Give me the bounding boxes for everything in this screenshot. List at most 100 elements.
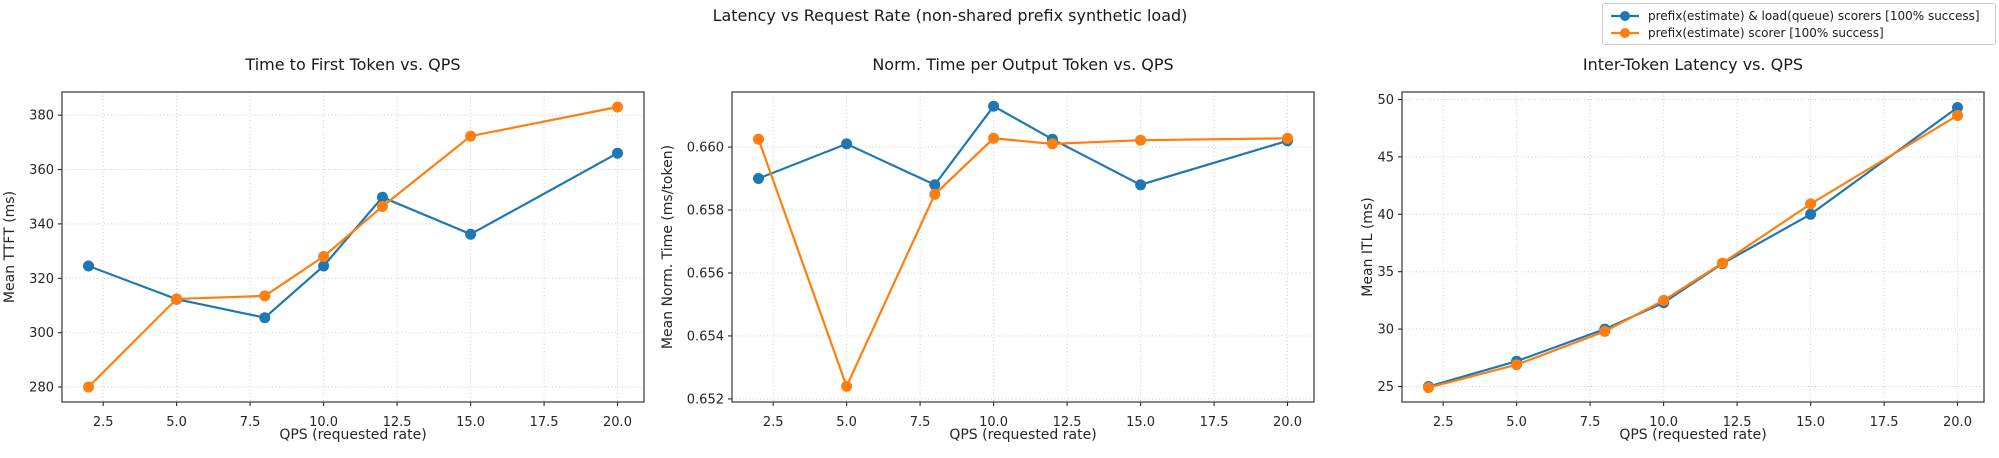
svg-text:15.0: 15.0 — [456, 415, 485, 430]
svg-text:0.654: 0.654 — [687, 329, 724, 344]
data-point — [83, 260, 94, 272]
svg-text:15.0: 15.0 — [1126, 415, 1155, 430]
svg-text:0.660: 0.660 — [687, 141, 724, 156]
data-point — [171, 293, 183, 305]
y-axis-label-ttft: Mean TTFT (ms) — [2, 190, 18, 304]
data-point — [988, 100, 1000, 112]
data-point — [318, 260, 330, 272]
svg-text:20.0: 20.0 — [1273, 415, 1302, 430]
svg-text:5.0: 5.0 — [1506, 415, 1527, 430]
chart-panel-norm-time: 2.5 5.0 7.5 10.0 12.5 15.0 17.5 20.0 0.652 0.654 0… — [662, 82, 1324, 448]
data-point — [1952, 110, 1963, 121]
chart-svg: 2.5 5.0 7.5 10.0 12.5 15.0 17.5 20.0 280 300 320 34… — [29, 91, 645, 430]
data-point — [1135, 179, 1147, 191]
y-axis-label-itl: Mean ITL (ms) — [1360, 197, 1376, 297]
svg-text:17.5: 17.5 — [1870, 415, 1899, 430]
legend-line-marker-icon — [1611, 27, 1639, 38]
svg-text:2.5: 2.5 — [1433, 415, 1454, 430]
data-point — [841, 380, 853, 392]
data-point — [612, 101, 623, 113]
legend-item: prefix(estimate) scorer [100% success] — [1610, 25, 1988, 40]
svg-text:360: 360 — [29, 163, 54, 178]
legend-label: prefix(estimate) & load(queue) scorers [… — [1648, 8, 1980, 23]
svg-text:320: 320 — [29, 272, 54, 287]
svg-text:10.0: 10.0 — [309, 415, 338, 430]
legend-line-marker-icon — [1611, 10, 1639, 21]
legend-label: prefix(estimate) scorer [100% success] — [1648, 25, 1884, 40]
svg-text:0.652: 0.652 — [687, 392, 724, 407]
data-point — [1658, 294, 1670, 306]
svg-text:12.5: 12.5 — [1723, 415, 1752, 430]
data-point — [841, 138, 853, 150]
data-point — [929, 188, 941, 200]
svg-text:50: 50 — [1377, 93, 1394, 108]
data-point — [465, 228, 477, 240]
data-point — [376, 201, 388, 212]
svg-text:35: 35 — [1377, 265, 1394, 280]
y-axis-label-norm-time: Mean Norm. Time (ms/token) — [660, 144, 676, 350]
data-point — [1046, 138, 1058, 150]
chart-title-ttft: Time to First Token vs. QPS — [245, 55, 461, 74]
svg-text:2.5: 2.5 — [93, 415, 114, 430]
svg-text:30: 30 — [1377, 323, 1394, 338]
data-point — [753, 173, 764, 184]
x-axis-label-itl: QPS (requested rate) — [1619, 427, 1767, 443]
svg-text:5.0: 5.0 — [836, 415, 857, 430]
chart-svg: 2.5 5.0 7.5 10.0 12.5 15.0 17.5 20.0 0.652 0.654 0… — [687, 91, 1315, 430]
svg-text:380: 380 — [29, 109, 54, 124]
svg-text:7.5: 7.5 — [1580, 415, 1601, 430]
svg-text:300: 300 — [29, 326, 54, 341]
data-point — [1952, 102, 1963, 113]
svg-text:5.0: 5.0 — [166, 415, 187, 430]
svg-text:25: 25 — [1377, 380, 1394, 395]
data-point — [259, 312, 271, 324]
chart-panel-itl: 2.5 5.0 7.5 10.0 12.5 15.0 17.5 20.0 25 30 35 40 45 5… — [1332, 82, 1994, 448]
chart-panel-ttft: 2.5 5.0 7.5 10.0 12.5 15.0 17.5 20.0 280 300 320 34… — [0, 82, 654, 448]
svg-text:20.0: 20.0 — [603, 415, 632, 430]
series-line — [1428, 114, 1959, 389]
chart-title-itl: Inter-Token Latency vs. QPS — [1582, 55, 1804, 74]
svg-text:17.5: 17.5 — [530, 415, 559, 430]
series-line — [87, 105, 618, 388]
svg-text:45: 45 — [1377, 150, 1394, 165]
svg-text:12.5: 12.5 — [1053, 415, 1082, 430]
svg-text:340: 340 — [29, 217, 54, 232]
svg-text:12.5: 12.5 — [383, 415, 412, 430]
svg-text:15.0: 15.0 — [1796, 415, 1825, 430]
legend-item: prefix(estimate) & load(queue) scorers [… — [1610, 8, 1988, 23]
x-axis-label-ttft: QPS (requested rate) — [279, 427, 427, 443]
data-point — [1282, 132, 1293, 144]
data-point — [929, 179, 941, 191]
figure-title: Latency vs Request Rate (non-shared pref… — [712, 6, 1188, 25]
data-point — [1716, 257, 1728, 269]
series-line — [1428, 106, 1959, 388]
x-axis-label-norm-time: QPS (requested rate) — [949, 427, 1097, 443]
series-line — [88, 152, 619, 319]
data-point — [318, 251, 330, 262]
svg-text:0.658: 0.658 — [687, 204, 724, 219]
data-point — [753, 133, 764, 145]
series-line — [757, 137, 1288, 390]
chart-title-norm-time: Norm. Time per Output Token vs. QPS — [872, 55, 1174, 74]
data-point — [376, 191, 388, 203]
data-point — [988, 132, 1000, 144]
svg-text:10.0: 10.0 — [979, 415, 1008, 430]
data-point — [612, 147, 623, 159]
svg-text:20.0: 20.0 — [1943, 415, 1972, 430]
data-point — [1805, 208, 1817, 220]
data-point — [83, 381, 94, 393]
svg-text:0.656: 0.656 — [687, 267, 724, 282]
svg-text:7.5: 7.5 — [240, 415, 261, 430]
data-point — [1599, 325, 1611, 337]
svg-text:40: 40 — [1377, 208, 1394, 223]
svg-text:7.5: 7.5 — [910, 415, 931, 430]
svg-text:2.5: 2.5 — [763, 415, 784, 430]
chart-svg: 2.5 5.0 7.5 10.0 12.5 15.0 17.5 20.0 25 30 35 40 45 5… — [1377, 91, 1985, 430]
svg-text:10.0: 10.0 — [1649, 415, 1678, 430]
data-point — [1805, 198, 1817, 210]
svg-text:280: 280 — [29, 381, 54, 396]
svg-text:17.5: 17.5 — [1200, 415, 1229, 430]
data-point — [465, 130, 477, 142]
series-line — [758, 104, 1288, 187]
